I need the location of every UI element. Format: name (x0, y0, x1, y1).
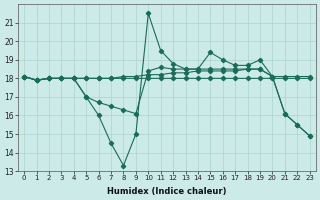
X-axis label: Humidex (Indice chaleur): Humidex (Indice chaleur) (107, 187, 227, 196)
